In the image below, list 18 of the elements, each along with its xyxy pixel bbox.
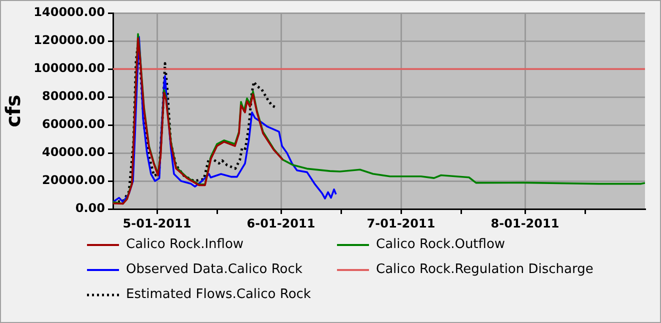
legend-label: Calico Rock.Inflow	[126, 237, 244, 252]
y-tick-label: 80000.00	[42, 89, 105, 104]
y-tick-label: 20000.00	[42, 173, 105, 188]
legend-label: Estimated Flows.Calico Rock	[126, 287, 311, 302]
x-tick-label: 6-01-2011	[246, 216, 316, 230]
y-tick-label: 140000.00	[34, 5, 105, 20]
y-tick-label: 40000.00	[42, 145, 105, 160]
legend-label: Calico Rock.Regulation Discharge	[376, 262, 594, 277]
y-tick-label: 60000.00	[42, 117, 105, 132]
y-tick-label: 120000.00	[34, 33, 105, 48]
legend-label: Calico Rock.Outflow	[376, 237, 506, 252]
legend-label: Observed Data.Calico Rock	[126, 262, 302, 277]
y-axis-title: cfs	[1, 94, 26, 128]
x-tick-label: 7-01-2011	[366, 216, 436, 230]
y-tick-label: 100000.00	[34, 61, 105, 76]
x-tick-label: 5-01-2011	[122, 216, 192, 230]
x-tick-label: 8-01-2011	[490, 216, 560, 230]
y-tick-label: 0.00	[75, 201, 105, 216]
